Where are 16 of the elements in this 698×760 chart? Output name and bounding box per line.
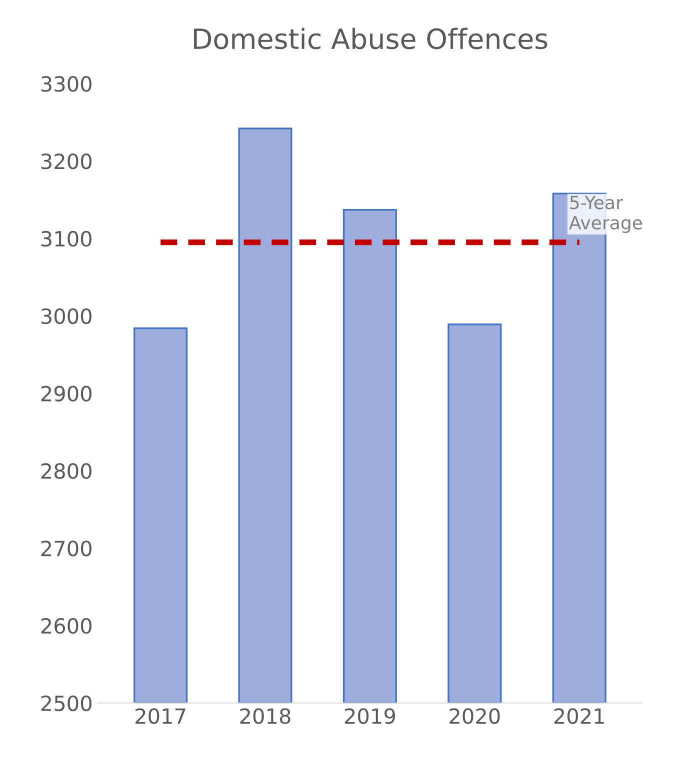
y-tick-label: 3300 bbox=[41, 76, 92, 92]
y-tick-label: 3000 bbox=[41, 308, 92, 324]
y-tick-label: 2700 bbox=[41, 540, 92, 556]
chart-title: Domestic Abuse Offences bbox=[194, 28, 548, 50]
x-tick-label: 2019 bbox=[344, 708, 395, 724]
y-tick-label: 3200 bbox=[41, 153, 92, 170]
x-tick-label: 2021 bbox=[554, 708, 604, 724]
x-tick-label: 2020 bbox=[450, 708, 500, 724]
y-tick-label: 2800 bbox=[41, 463, 92, 479]
series-label: 5-Year Average bbox=[569, 196, 642, 234]
y-tick-label: 2600 bbox=[41, 618, 92, 634]
y-tick-label: 2900 bbox=[41, 386, 92, 402]
y-tick-label: 3100 bbox=[41, 230, 92, 247]
y-tick-label: 2500 bbox=[41, 695, 92, 712]
x-tick-label: 2018 bbox=[240, 708, 290, 724]
x-tick-label: 2017 bbox=[136, 708, 186, 724]
